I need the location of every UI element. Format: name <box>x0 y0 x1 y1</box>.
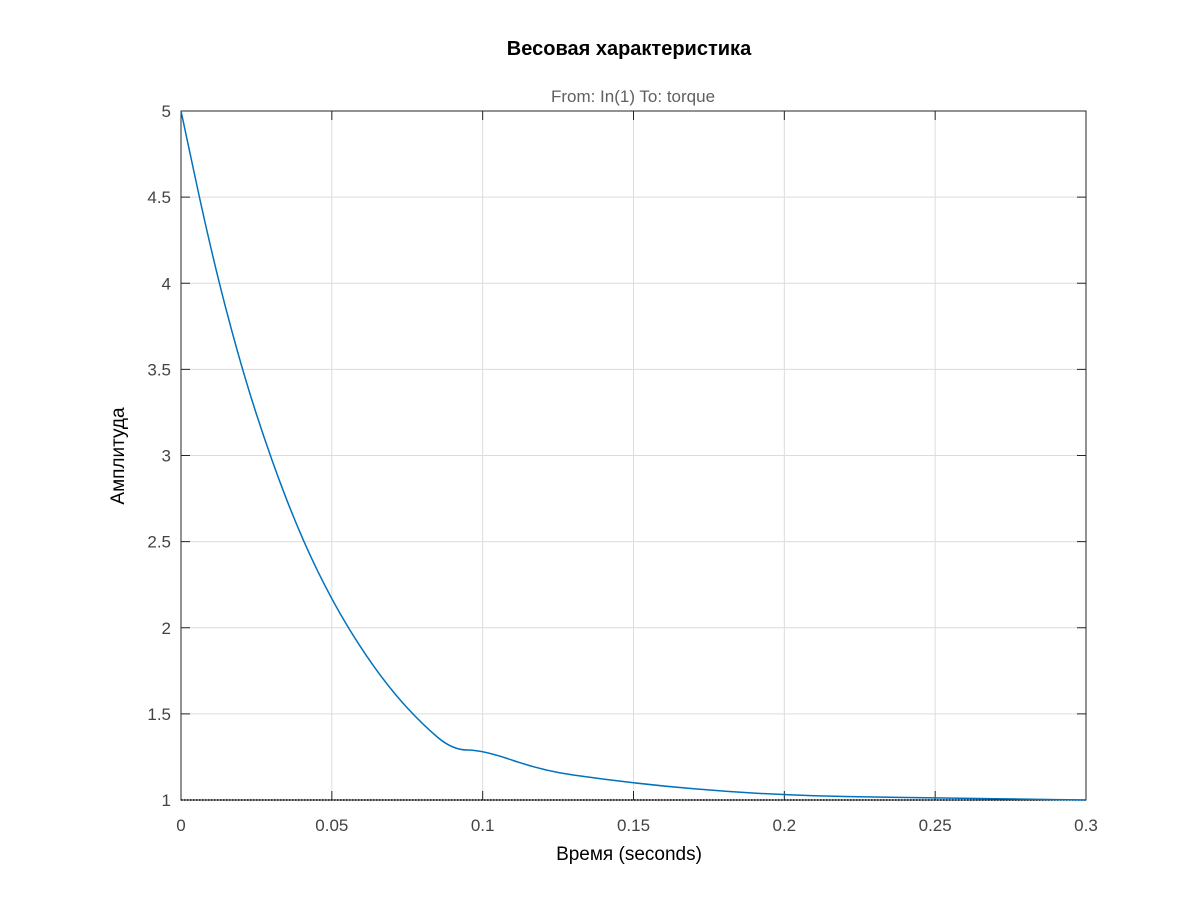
y-tick-label: 3 <box>162 447 171 466</box>
tick-labels: 0 0.05 0.1 0.15 0.2 0.25 0.3 1 1.5 2 2.5 3 3.5 4 4.5 5 <box>147 102 1097 835</box>
x-tick-label: 0 <box>176 816 185 835</box>
y-tick-label: 2.5 <box>147 533 171 552</box>
y-tick-label: 3.5 <box>147 360 171 379</box>
x-tick-label: 0.05 <box>315 816 348 835</box>
y-tick-label: 5 <box>162 102 171 121</box>
chart-subtitle: From: In(1) To: torque <box>551 87 715 106</box>
x-tick-label: 0.1 <box>471 816 495 835</box>
y-tick-label: 2 <box>162 619 171 638</box>
x-tick-label: 0.2 <box>773 816 797 835</box>
y-tick-label: 1 <box>162 791 171 810</box>
y-tick-label: 4.5 <box>147 188 171 207</box>
x-tick-label: 0.3 <box>1074 816 1098 835</box>
x-tick-label: 0.25 <box>919 816 952 835</box>
y-tick-label: 1.5 <box>147 705 171 724</box>
x-axis-label: Время (seconds) <box>556 844 702 865</box>
y-axis-label: Амплитуда <box>108 407 129 505</box>
y-tick-label: 4 <box>162 274 171 293</box>
x-tick-label: 0.15 <box>617 816 650 835</box>
series-line <box>180 110 1087 801</box>
axis-ticks <box>180 110 1087 801</box>
grid <box>180 110 1087 801</box>
chart-title: Весовая характеристика <box>507 38 752 60</box>
